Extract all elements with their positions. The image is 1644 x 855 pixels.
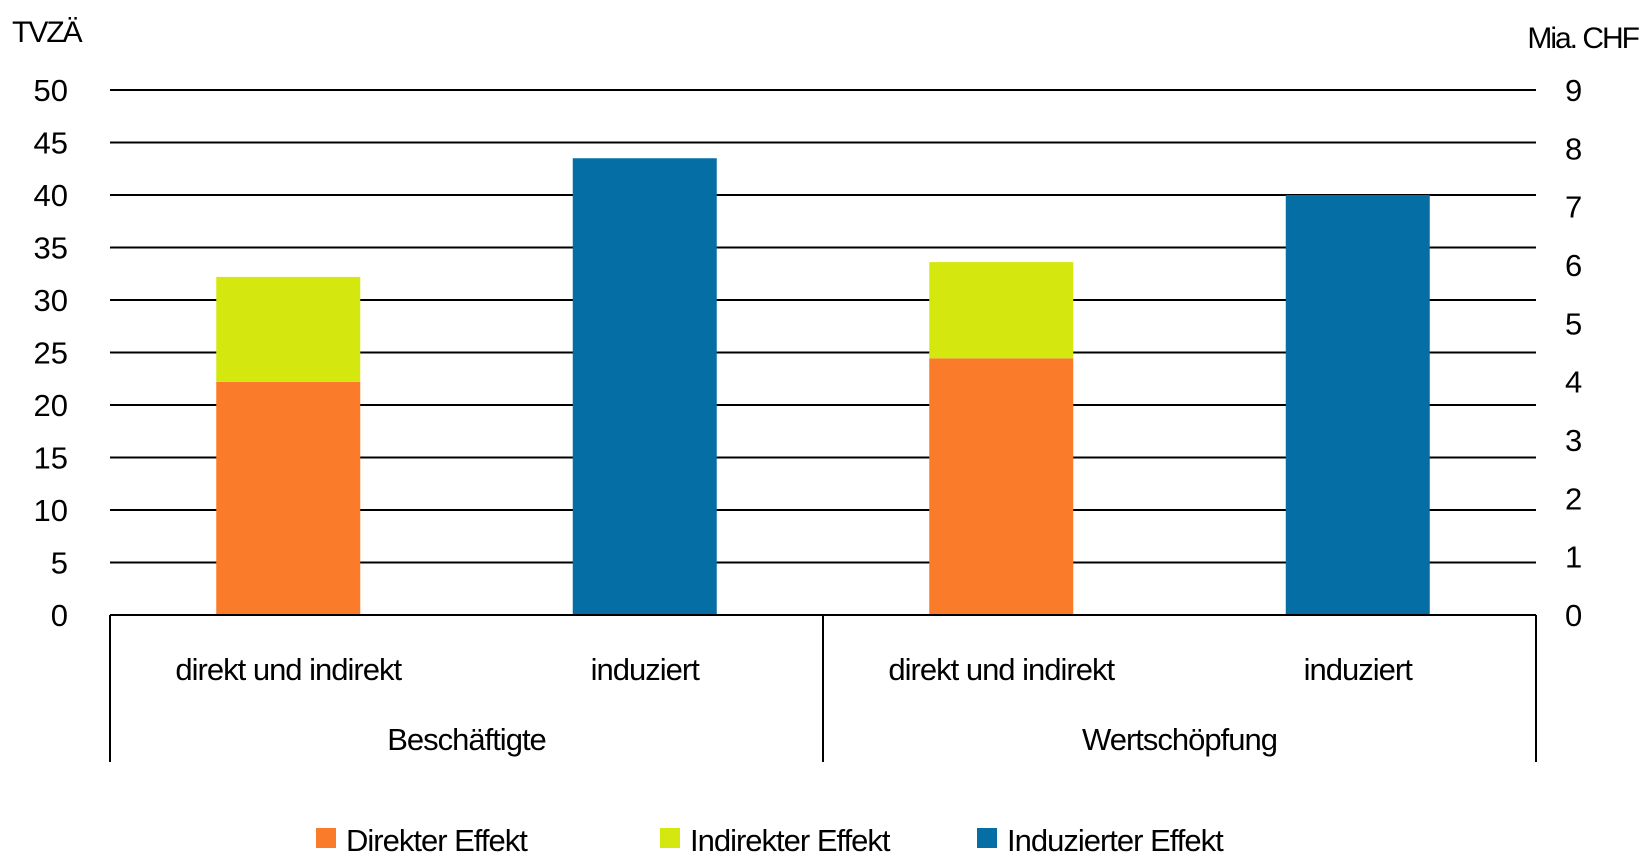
legend-swatch <box>977 828 997 848</box>
bars <box>216 158 1430 615</box>
left-tick-label: 10 <box>34 493 68 528</box>
right-tick-label: 5 <box>1565 306 1582 341</box>
legend-label: Indirekter Effekt <box>690 823 891 855</box>
right-tick-label: 8 <box>1565 131 1582 166</box>
legend-swatch <box>660 828 680 848</box>
left-tick-label: 20 <box>34 388 68 423</box>
category-label: direkt und indirekt <box>175 652 402 687</box>
left-tick-label: 5 <box>51 546 68 581</box>
left-tick-label: 50 <box>34 73 68 108</box>
group-label: Wertschöpfung <box>1082 722 1277 757</box>
bar-direkter-effekt <box>216 381 361 615</box>
left-tick-label: 0 <box>51 598 68 633</box>
left-tick-label: 25 <box>34 336 68 371</box>
left-axis-title: TVZÄ <box>12 16 83 49</box>
right-tick-label: 7 <box>1565 190 1582 225</box>
legend: Direkter Effekt Indirekter Effekt Induzier… <box>316 823 1225 855</box>
left-tick-label: 35 <box>34 231 68 266</box>
right-tick-label: 2 <box>1565 481 1582 516</box>
right-tick-label: 6 <box>1565 248 1582 283</box>
right-tick-label: 3 <box>1565 423 1582 458</box>
category-label: direkt und indirekt <box>888 652 1115 687</box>
legend-label: Direkter Effekt <box>346 823 528 855</box>
group-label: Beschäftigte <box>387 722 546 757</box>
left-tick-label: 45 <box>34 126 68 161</box>
left-tick-label: 30 <box>34 283 68 318</box>
right-tick-label: 1 <box>1565 540 1582 575</box>
category-axis: direkt und indirekt induziert direkt und i… <box>109 614 1537 762</box>
category-label: induziert <box>1304 652 1414 687</box>
left-tick-label: 40 <box>34 178 68 213</box>
bar-indirekter-effekt <box>929 262 1074 359</box>
left-tick-label: 15 <box>34 441 68 476</box>
bar-induzierter-effekt <box>572 158 717 615</box>
bar-indirekter-effekt <box>216 276 361 382</box>
right-axis-ticks: 0 1 2 3 4 5 6 7 8 9 <box>1565 73 1582 633</box>
right-tick-label: 0 <box>1565 598 1582 633</box>
bar-induzierter-effekt <box>1285 195 1430 615</box>
left-axis-ticks: 0 5 10 15 20 25 30 35 40 45 50 <box>34 73 68 633</box>
right-tick-label: 4 <box>1565 365 1582 400</box>
legend-label: Induzierter Effekt <box>1007 823 1224 855</box>
right-tick-label: 9 <box>1565 73 1582 108</box>
legend-swatch <box>316 828 336 848</box>
bar-direkter-effekt <box>929 358 1074 615</box>
right-axis-title: Mia. CHF <box>1527 22 1639 55</box>
category-label: induziert <box>591 652 701 687</box>
